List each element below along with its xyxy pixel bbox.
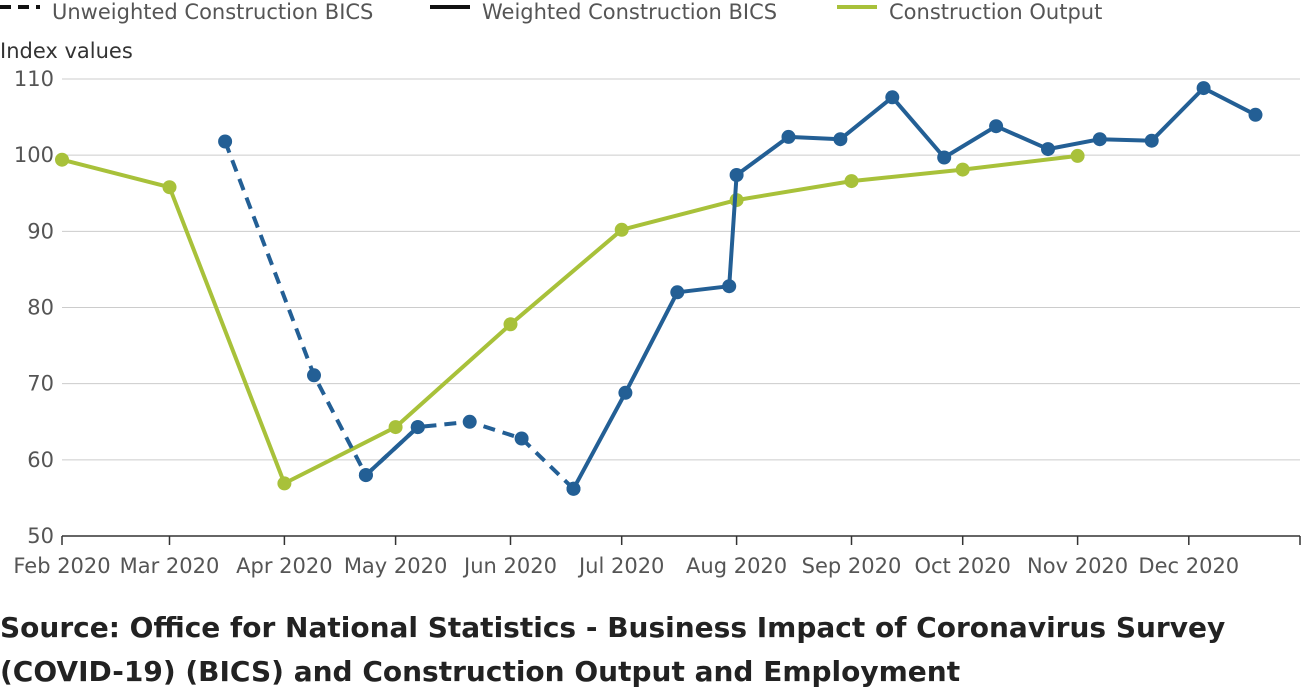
legend-item: Construction Output: [837, 0, 1102, 24]
x-tick-label: Nov 2020: [1027, 554, 1128, 578]
x-tick-label: Mar 2020: [120, 554, 220, 578]
x-tick-label: Oct 2020: [914, 554, 1010, 578]
data-point: [462, 414, 477, 429]
x-tick-label: May 2020: [344, 554, 448, 578]
y-tick-label: 70: [27, 372, 54, 396]
data-point: [618, 385, 633, 400]
series-lines: [55, 81, 1263, 496]
data-point: [670, 285, 685, 300]
data-point: [55, 152, 69, 167]
data-point: [844, 174, 859, 189]
legend: Unweighted Construction BICS Weighted Con…: [0, 0, 1102, 24]
data-point: [277, 476, 292, 491]
y-axis-ticks: 50 60 70 80 90 100 110: [14, 67, 54, 548]
data-point: [1041, 142, 1055, 157]
legend-item: Unweighted Construction BICS: [0, 0, 373, 24]
data-point: [1092, 132, 1107, 147]
data-point: [388, 420, 403, 435]
series-weighted-construction-bics: [358, 81, 1263, 496]
source-note: Source: Office for National Statistics -…: [0, 611, 1226, 688]
x-tick-label: Jul 2020: [577, 554, 664, 578]
data-point: [410, 420, 425, 435]
data-point: [722, 279, 737, 294]
gridlines: [62, 78, 1300, 537]
x-tick-label: Apr 2020: [236, 554, 332, 578]
data-point: [989, 119, 1004, 134]
x-tick-label: Sep 2020: [802, 554, 902, 578]
legend-item: Weighted Construction BICS: [430, 0, 777, 24]
legend-label: Unweighted Construction BICS: [52, 0, 373, 24]
data-point: [885, 90, 900, 105]
legend-label: Construction Output: [889, 0, 1102, 24]
y-tick-label: 60: [27, 448, 54, 472]
data-point: [781, 129, 796, 144]
data-point: [937, 150, 952, 165]
data-point: [1144, 133, 1159, 148]
data-point: [729, 168, 744, 182]
x-tick-label: Jun 2020: [462, 554, 557, 578]
data-point: [503, 317, 518, 332]
data-point: [1070, 148, 1085, 163]
data-point: [358, 468, 373, 483]
data-point: [566, 481, 581, 496]
data-point: [1196, 81, 1211, 96]
data-point: [162, 180, 177, 195]
series-line: [364, 425, 420, 477]
series-construction-output: [55, 148, 1085, 491]
data-point: [218, 134, 233, 149]
data-point: [614, 222, 629, 237]
y-tick-label: 110: [14, 67, 54, 91]
line-chart: Unweighted Construction BICS Weighted Con…: [0, 0, 1301, 578]
x-tick-label: Feb 2020: [13, 554, 110, 578]
x-tick-label: Aug 2020: [686, 554, 787, 578]
x-tick-label: Dec 2020: [1138, 554, 1239, 578]
y-tick-label: 80: [27, 296, 54, 320]
data-point: [833, 132, 848, 147]
data-point: [307, 368, 321, 383]
y-tick-label: 90: [27, 219, 54, 243]
y-tick-label: 50: [27, 524, 54, 548]
data-point: [955, 162, 970, 177]
x-axis: Feb 2020 Mar 2020 Apr 2020 May 2020 Jun 2020…: [13, 536, 1301, 578]
y-axis-title: Index values: [0, 39, 133, 63]
data-point: [1248, 107, 1263, 122]
data-point: [514, 431, 529, 446]
y-tick-label: 100: [14, 143, 54, 167]
series-line: [61, 153, 1078, 486]
legend-label: Weighted Construction BICS: [482, 0, 777, 24]
